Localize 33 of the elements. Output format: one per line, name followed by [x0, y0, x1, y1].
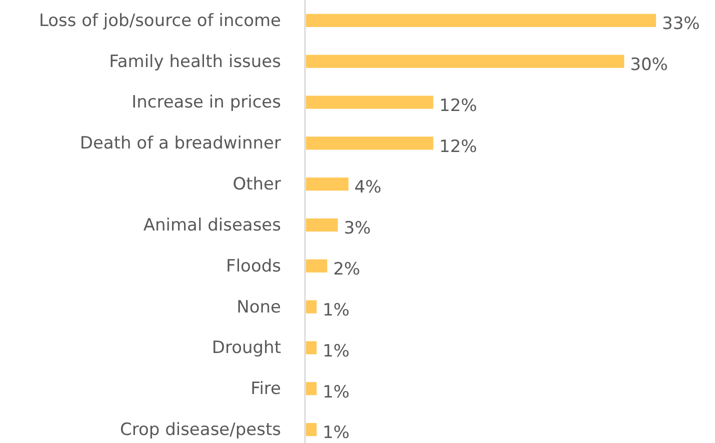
data-label: 12% [439, 136, 478, 157]
bar [306, 300, 317, 314]
bar [306, 382, 317, 396]
bar [306, 218, 338, 232]
y-tick-label: Family health issues [109, 52, 282, 72]
y-tick-label: None [236, 297, 281, 318]
bar [306, 96, 434, 109]
y-tick-label: Floods [226, 256, 282, 276]
data-label: 30% [630, 55, 668, 76]
y-tick-label: Animal diseases [143, 215, 282, 236]
data-label: 1% [322, 423, 350, 443]
y-tick-label: Drought [212, 338, 282, 358]
data-label: 33% [662, 14, 700, 34]
data-label: 1% [322, 300, 350, 320]
bar [306, 136, 434, 150]
bar [306, 14, 656, 27]
bar [306, 178, 348, 191]
bar [306, 423, 317, 436]
y-tick-label: Loss of job/source of income [38, 10, 281, 31]
data-label: 1% [322, 382, 350, 402]
y-tick-label: Crop disease/pests [120, 420, 282, 440]
data-label: 12% [439, 96, 478, 116]
y-tick-label: Fire [250, 379, 281, 400]
y-tick-label: Other [232, 174, 281, 195]
data-label: 4% [354, 178, 382, 198]
data-label: 1% [322, 341, 350, 362]
y-tick-label: Increase in prices [132, 92, 282, 113]
data-label: 2% [333, 260, 360, 280]
data-label: 3% [344, 218, 371, 239]
bar [306, 341, 317, 354]
bar [306, 259, 328, 272]
bar [306, 54, 624, 68]
y-tick-label: Death of a breadwinner [80, 134, 282, 154]
